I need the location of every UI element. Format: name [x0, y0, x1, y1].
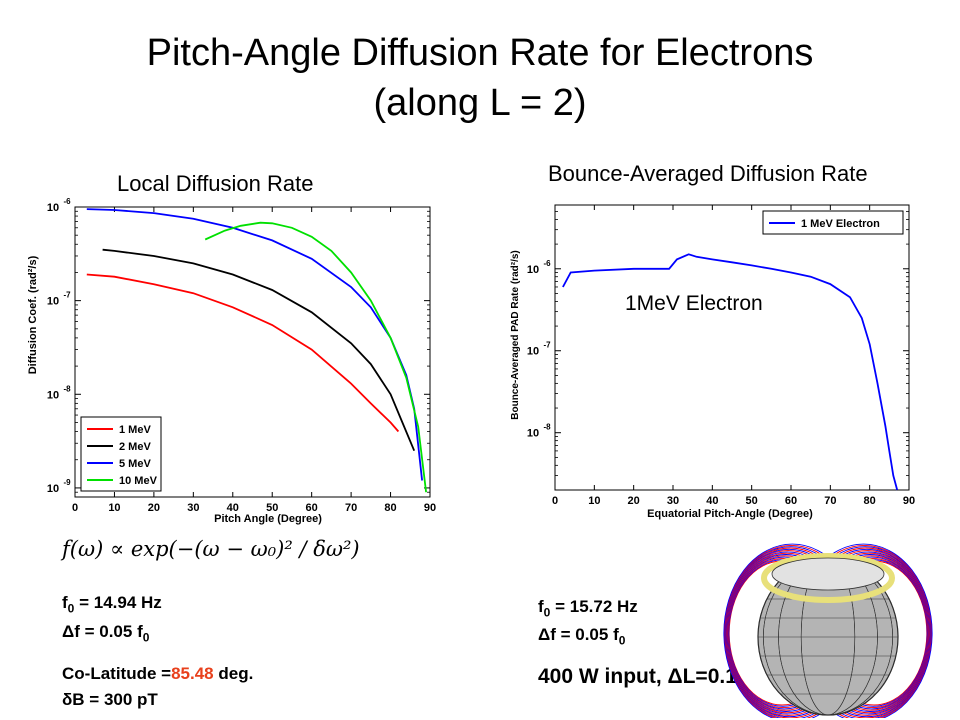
x-tick-label: 10	[588, 495, 600, 507]
y-tick-exponent: -6	[63, 197, 71, 206]
delta-b-text: δB = 300 pT	[62, 690, 158, 709]
left-f0-text: f0 = 14.94 Hz	[62, 593, 162, 616]
y-tick-label: 10	[527, 428, 539, 440]
x-tick-label: 20	[628, 495, 640, 507]
x-tick-label: 60	[306, 502, 318, 514]
chart1-x-axis-label: Equatorial Pitch-Angle (Degree)	[647, 508, 813, 520]
chart1-legend: 1 MeV Electron	[762, 210, 904, 235]
series-line-2	[86, 208, 423, 481]
left-df-text: Δf = 0.05 f0	[62, 622, 150, 645]
chart0-legend: 1 MeV 2 MeV 5 MeV 10 MeV	[80, 416, 162, 492]
x-tick-label: 20	[148, 502, 160, 514]
chart0-xticks: 0 10 20 30 40 50 60 70 80 90	[72, 207, 436, 514]
legend-label: 5 MeV	[119, 458, 151, 470]
x-tick-label: 30	[187, 502, 199, 514]
y-tick-exponent: -6	[543, 259, 551, 268]
x-tick-label: 10	[108, 502, 120, 514]
x-tick-label: 90	[903, 495, 915, 507]
series-line-0	[562, 253, 899, 491]
legend-label: 10 MeV	[119, 475, 158, 487]
chart0-y-axis-label: Diffusion Coef. (rad²/s)	[27, 255, 39, 374]
legend-label: 1 MeV Electron	[801, 218, 880, 230]
legend-box	[762, 210, 904, 235]
electron-annotation: 1MeV Electron	[625, 292, 763, 315]
x-tick-label: 90	[424, 502, 436, 514]
x-tick-label: 0	[72, 502, 78, 514]
legend-label: 1 MeV	[119, 424, 151, 436]
series-line-3	[204, 221, 427, 493]
y-tick-label: 10	[527, 346, 539, 358]
y-tick-label: 10	[47, 389, 59, 401]
x-tick-label: 0	[552, 495, 558, 507]
slide-title: Pitch-Angle Diffusion Rate for Electrons…	[0, 28, 960, 128]
slide-title-line2: (along L = 2)	[373, 82, 587, 124]
x-tick-label: 30	[667, 495, 679, 507]
chart0-yticks: 10 -6 10 -7 10 -8 10 -9	[47, 197, 430, 495]
x-tick-label: 70	[345, 502, 357, 514]
legend-label: 2 MeV	[119, 441, 151, 453]
x-tick-label: 70	[824, 495, 836, 507]
y-tick-label: 10	[47, 296, 59, 308]
x-tick-label: 40	[706, 495, 718, 507]
chart0-x-axis-label: Pitch Angle (Degree)	[214, 513, 322, 525]
colatitude-text: Co-Latitude =85.48 deg.	[62, 664, 254, 683]
right-f0-text: f0 = 15.72 Hz	[538, 597, 638, 620]
chart1-yticks: 10 -6 10 -7 10 -8	[527, 211, 909, 476]
colatitude-value: 85.48	[171, 664, 214, 683]
series-line-1	[102, 248, 416, 452]
y-tick-label: 10	[47, 202, 59, 214]
chart1-frame	[554, 204, 910, 491]
chart1-y-axis-label: Bounce-Averaged PAD Rate (rad²/s)	[510, 250, 521, 419]
chart1-xticks: 0 10 20 30 40 50 60 70 80 90	[552, 205, 915, 507]
x-tick-label: 50	[266, 502, 278, 514]
local-diffusion-chart: 0 10 20 30 40 50 60 70 80 90 10 -6 10 -7 10 -8 10 -9 1 M…	[27, 197, 436, 525]
earth-sphere	[757, 553, 899, 716]
y-tick-exponent: -8	[543, 423, 551, 432]
x-tick-label: 50	[746, 495, 758, 507]
x-tick-label: 40	[227, 502, 239, 514]
left-panel-heading: Local Diffusion Rate	[117, 171, 314, 196]
x-tick-label: 80	[384, 502, 396, 514]
earth-field-lines-illustration	[723, 543, 933, 718]
right-panel-heading: Bounce-Averaged Diffusion Rate	[548, 161, 868, 186]
plot-area	[554, 204, 910, 491]
y-tick-exponent: -8	[63, 384, 71, 393]
y-tick-exponent: -7	[543, 341, 551, 350]
x-tick-label: 80	[864, 495, 876, 507]
x-tick-label: 60	[785, 495, 797, 507]
y-tick-label: 10	[527, 264, 539, 276]
chart0-series	[86, 208, 427, 493]
chart1-series	[562, 253, 899, 491]
gaussian-formula: f(ω) ∝ exp(−(ω − ω₀)² / δω²)	[62, 537, 360, 561]
y-tick-label: 10	[47, 483, 59, 495]
y-tick-exponent: -9	[63, 478, 71, 487]
bounce-averaged-chart: 0 10 20 30 40 50 60 70 80 90 10 -6 10 -7 10 -8 1 MeV E…	[510, 204, 915, 520]
input-power-text: 400 W input, ΔL=0.1	[538, 665, 737, 688]
series-line-0	[86, 273, 400, 433]
y-tick-exponent: -7	[63, 291, 71, 300]
right-df-text: Δf = 0.05 f0	[538, 625, 626, 648]
slide-title-line1: Pitch-Angle Diffusion Rate for Electrons	[146, 32, 814, 74]
